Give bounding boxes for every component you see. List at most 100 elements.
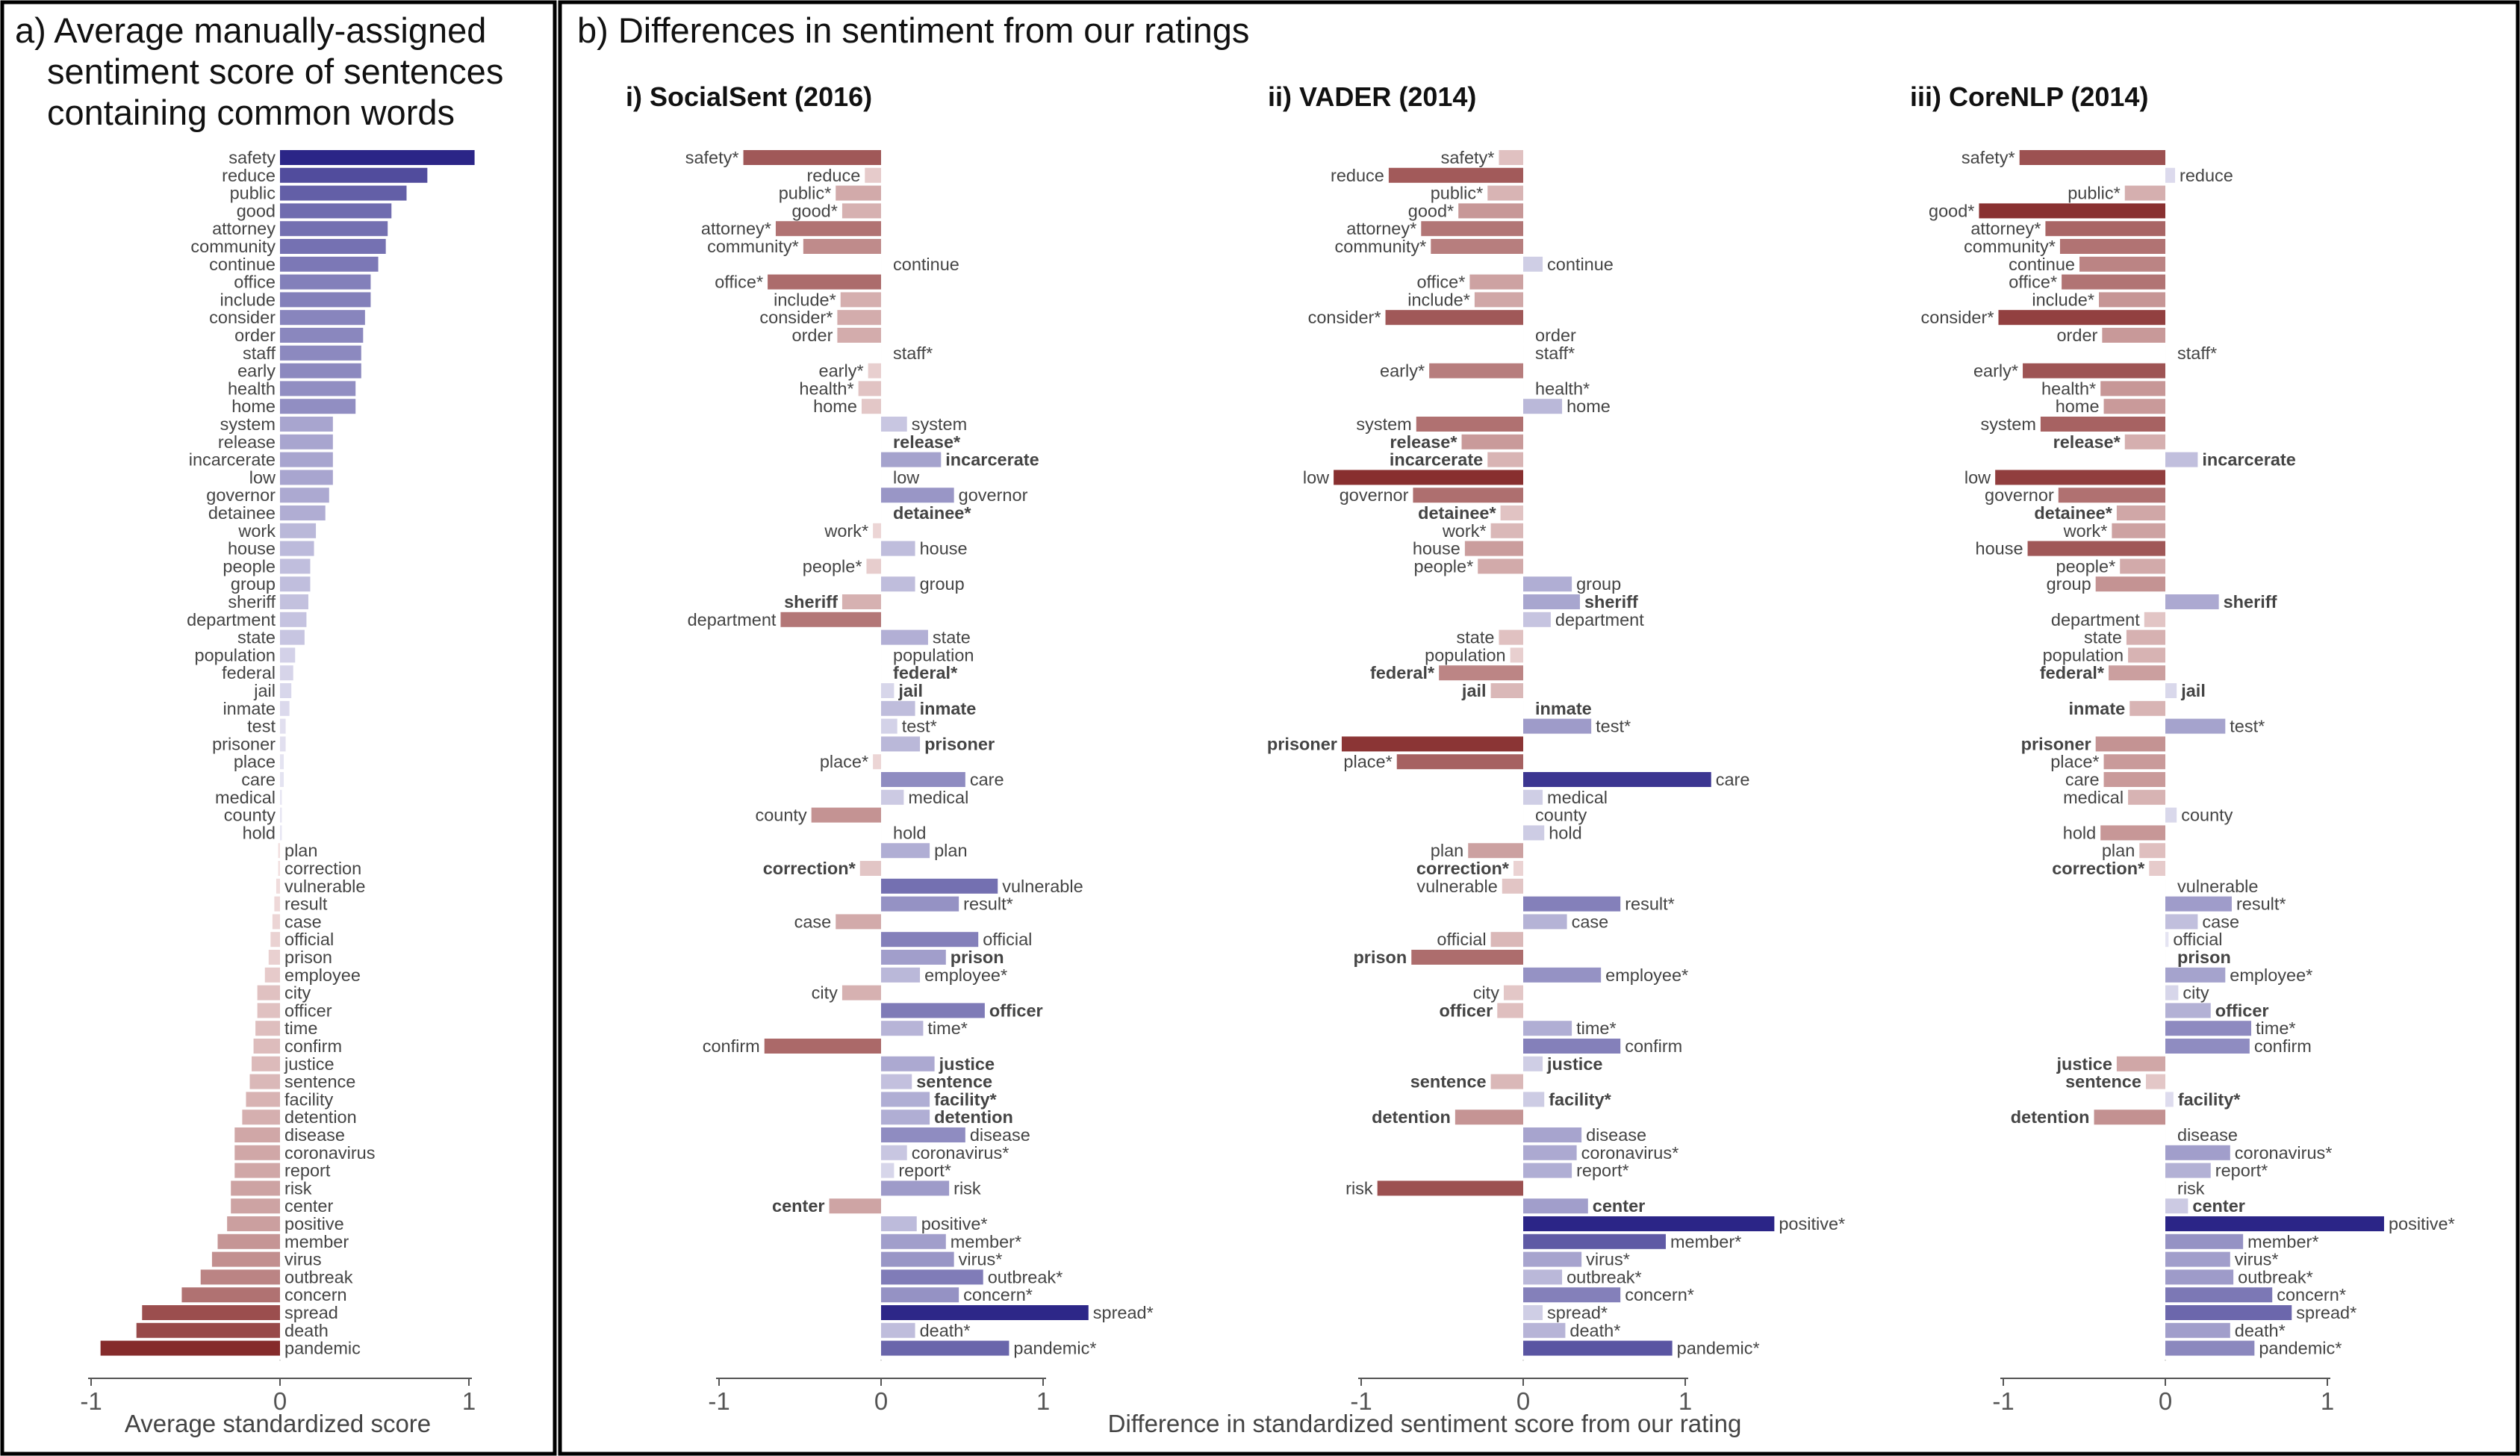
label-prison: prison [951,948,1004,967]
label-low: low [893,467,920,487]
bar-time [2165,1021,2252,1036]
bar-virus [2165,1251,2230,1267]
label-home: home [813,396,857,416]
bar-safety [2019,150,2165,165]
label-population: population [195,645,276,665]
bar-outbreak [1523,1269,1563,1285]
bar-time [1523,1021,1572,1036]
bar-governor [881,488,954,503]
label-staff: staff* [2177,343,2217,363]
label-risk: risk [953,1178,981,1198]
label-employee: employee* [924,965,1007,985]
label-sheriff: sheriff [784,592,838,612]
label-center: center [1593,1196,1646,1216]
label-plan: plan [934,841,967,860]
subchart-2-title: ii) VADER (2014) [1268,81,1476,112]
label-prisoner: prisoner [924,734,995,753]
label-governor: governor [1340,485,1409,505]
label-low: low [249,467,276,487]
label-federal: federal* [893,663,958,682]
bar-system [1416,417,1523,432]
bar-good [841,203,881,219]
label-community: community* [1335,237,1427,256]
x-tick-label: -1 [1992,1387,2014,1415]
bar-employee [264,967,280,983]
bar-test [1523,718,1592,734]
label-department: department [187,610,276,629]
bar-pandemic [1523,1340,1673,1356]
label-people: people [223,556,276,576]
label-good: good* [791,201,837,220]
label-concern: concern* [1625,1285,1694,1304]
bar-continue [2079,256,2165,272]
label-population: population [2043,645,2124,665]
label-plan: plan [1431,841,1463,860]
panel-a-title-line-3: containing common words [47,93,455,132]
bar-city [841,985,881,1001]
label-plan: plan [284,841,317,860]
bar-people [1478,559,1523,574]
label-county: county [755,806,806,825]
bar-disease [881,1127,965,1142]
label-center: center [2192,1196,2245,1216]
label-medical: medical [908,788,968,807]
label-confirm: confirm [2254,1036,2312,1056]
label-health: health [228,379,276,398]
label-population: population [1425,645,1505,665]
bar-report [881,1163,895,1178]
bar-result [274,896,280,912]
label-jail: jail [1461,681,1487,700]
subchart-1-title: i) SocialSent (2016) [626,81,872,112]
label-governor: governor [1985,485,2054,505]
bar-test [881,718,897,734]
label-correction: correction* [2052,859,2145,878]
label-place: place* [2050,752,2099,771]
bar-care [2103,772,2165,787]
label-house: house [1413,539,1460,559]
label-inmate: inmate [920,699,977,718]
bar-result [881,896,959,912]
bar-pandemic [100,1340,280,1356]
label-case: case [1572,912,1609,931]
bar-people [2120,559,2165,574]
bar-house [2027,541,2165,556]
label-report: report [284,1161,331,1180]
bar-medical [280,789,282,805]
label-place: place [234,752,276,771]
label-consider: consider [209,308,276,327]
label-center: center [772,1196,825,1216]
bar-low [1995,470,2165,485]
label-attorney: attorney* [1970,219,2041,238]
label-work: work* [1442,521,1487,541]
bar-include [280,292,371,308]
x-tick-label: -1 [708,1387,729,1415]
label-prisoner: prisoner [2021,734,2091,753]
label-outbreak: outbreak* [1567,1267,1642,1287]
bar-group [280,576,311,592]
label-office: office* [715,273,763,292]
label-officer: officer [1439,1001,1493,1020]
bar-coronavirus [234,1145,280,1160]
bar-order [280,328,364,343]
label-community: community* [1964,237,2056,256]
label-federal: federal* [1370,663,1435,682]
bar-release [280,434,333,449]
x-tick-label: 0 [1516,1387,1530,1415]
label-death: death* [1569,1321,1620,1340]
bar-medical [881,789,904,805]
panel-a-title-line-2: sentiment score of sentences [47,52,503,91]
bar-case [836,914,881,930]
bar-report [2165,1163,2211,1178]
label-reduce: reduce [806,166,860,185]
x-tick-label: 0 [273,1387,287,1415]
label-office: office* [2009,273,2057,292]
bar-officer [1497,1003,1523,1018]
label-work: work* [824,521,868,541]
label-member: member* [1670,1232,1741,1251]
label-good: good* [1929,201,1974,220]
label-positive: positive* [921,1214,988,1233]
label-risk: risk [1345,1178,1373,1198]
bar-positive [881,1216,917,1231]
label-good: good* [1408,201,1454,220]
